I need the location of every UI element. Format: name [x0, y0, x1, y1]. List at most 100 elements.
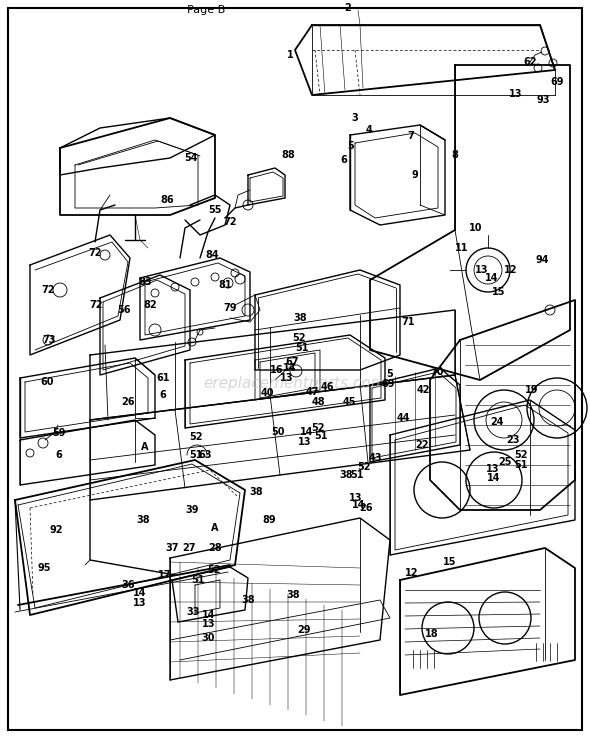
Text: 52: 52	[292, 333, 306, 343]
Text: A: A	[211, 523, 219, 533]
Text: 13: 13	[486, 464, 500, 474]
Text: 81: 81	[218, 280, 232, 290]
Text: 6: 6	[340, 155, 348, 165]
Text: 40: 40	[260, 388, 274, 398]
Text: 13: 13	[202, 619, 216, 629]
Text: 13: 13	[349, 493, 363, 503]
Text: 3: 3	[352, 113, 358, 123]
Text: 5: 5	[348, 141, 355, 151]
Text: 67: 67	[285, 357, 299, 367]
Text: 38: 38	[293, 313, 307, 323]
Text: 52: 52	[189, 432, 203, 442]
Text: 8: 8	[451, 150, 458, 160]
Text: 62: 62	[523, 57, 537, 67]
Text: 56: 56	[117, 305, 131, 315]
Text: 46: 46	[320, 382, 334, 392]
Text: 71: 71	[401, 317, 415, 327]
Text: 14: 14	[202, 610, 216, 620]
Text: A: A	[141, 442, 149, 452]
Text: 52: 52	[312, 423, 325, 433]
Text: 51: 51	[514, 460, 527, 470]
Text: 54: 54	[184, 153, 198, 163]
Text: 51: 51	[295, 343, 309, 353]
Text: 16: 16	[270, 365, 284, 375]
Text: 13: 13	[133, 598, 147, 608]
Text: 52: 52	[514, 450, 527, 460]
Text: 26: 26	[359, 503, 373, 513]
Text: 14: 14	[300, 427, 314, 437]
Text: 18: 18	[425, 629, 439, 639]
Text: 39: 39	[185, 505, 199, 515]
Text: 86: 86	[160, 195, 174, 205]
Text: 25: 25	[498, 457, 512, 467]
Text: 23: 23	[506, 435, 520, 445]
Text: 72: 72	[89, 300, 103, 310]
Text: 63: 63	[198, 450, 212, 460]
Text: 12: 12	[504, 265, 518, 275]
Text: 28: 28	[208, 543, 222, 553]
Text: 51: 51	[314, 431, 328, 441]
Text: 88: 88	[281, 150, 295, 160]
Text: 38: 38	[136, 515, 150, 525]
Text: 2: 2	[345, 3, 352, 13]
Text: 38: 38	[286, 590, 300, 600]
Text: 51: 51	[189, 450, 203, 460]
Text: 52: 52	[207, 565, 221, 575]
Text: 51: 51	[191, 575, 205, 585]
Text: 24: 24	[490, 417, 504, 427]
Text: 4: 4	[366, 125, 372, 135]
Text: 70: 70	[430, 367, 444, 377]
Text: 69: 69	[381, 379, 395, 389]
Text: 73: 73	[42, 335, 55, 345]
Text: 19: 19	[525, 385, 539, 395]
Text: 45: 45	[342, 397, 356, 407]
Text: 33: 33	[186, 607, 200, 617]
Text: 47: 47	[305, 387, 319, 397]
Text: 36: 36	[122, 580, 135, 590]
Text: 14: 14	[487, 473, 501, 483]
Text: 89: 89	[262, 515, 276, 525]
Text: 93: 93	[536, 95, 550, 105]
Text: 14: 14	[133, 588, 147, 598]
Text: 11: 11	[455, 243, 468, 253]
Text: 14: 14	[283, 363, 297, 373]
Text: 51: 51	[350, 470, 364, 480]
Text: 5: 5	[386, 369, 394, 379]
Text: 15: 15	[492, 287, 506, 297]
Text: 61: 61	[156, 373, 170, 383]
Text: 12: 12	[405, 568, 419, 578]
Text: 14: 14	[352, 500, 366, 510]
Text: 79: 79	[223, 303, 237, 313]
Text: 10: 10	[469, 223, 483, 233]
Text: 42: 42	[417, 385, 430, 395]
Text: 72: 72	[88, 248, 101, 258]
Text: 27: 27	[182, 543, 196, 553]
Text: 84: 84	[205, 250, 219, 260]
Text: 13: 13	[509, 89, 523, 99]
Text: 37: 37	[165, 543, 179, 553]
Text: 44: 44	[396, 413, 409, 423]
Text: 26: 26	[122, 397, 135, 407]
Text: 15: 15	[443, 557, 457, 567]
Text: 52: 52	[358, 462, 371, 472]
Text: 29: 29	[297, 625, 311, 635]
Text: 69: 69	[550, 77, 564, 87]
Text: 13: 13	[280, 373, 294, 383]
Text: 48: 48	[311, 397, 325, 407]
Text: 6: 6	[160, 390, 166, 400]
Text: 94: 94	[535, 255, 549, 265]
Text: 92: 92	[49, 525, 63, 535]
Text: 17: 17	[158, 570, 172, 580]
Text: 72: 72	[41, 285, 55, 295]
Text: 72: 72	[223, 217, 237, 227]
Text: 38: 38	[339, 470, 353, 480]
Text: 38: 38	[241, 595, 255, 605]
Text: ereplacementparts.com: ereplacementparts.com	[204, 376, 386, 391]
Text: 83: 83	[138, 277, 152, 287]
Text: 22: 22	[415, 440, 429, 450]
Text: 43: 43	[368, 453, 382, 463]
Text: 9: 9	[412, 170, 418, 180]
Text: 95: 95	[37, 563, 51, 573]
Text: 13: 13	[299, 437, 312, 447]
Text: 7: 7	[408, 131, 414, 141]
